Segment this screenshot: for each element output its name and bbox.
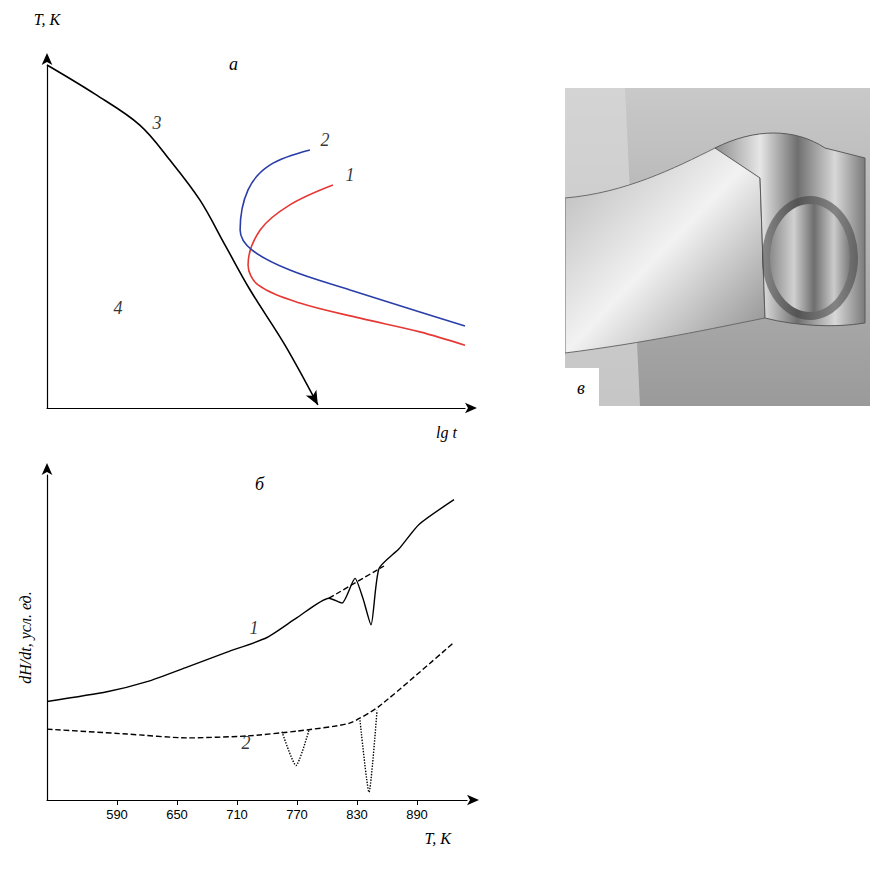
svg-text:650: 650 xyxy=(166,807,188,822)
svg-text:lg t: lg t xyxy=(436,424,457,442)
svg-text:1: 1 xyxy=(346,165,355,185)
svg-text:б: б xyxy=(255,474,265,494)
svg-text:2: 2 xyxy=(320,130,329,150)
svg-text:3: 3 xyxy=(151,113,161,133)
svg-text:4: 4 xyxy=(114,298,123,318)
svg-text:590: 590 xyxy=(106,807,128,822)
svg-text:1: 1 xyxy=(250,618,259,638)
svg-text:в: в xyxy=(577,378,585,398)
svg-text:770: 770 xyxy=(286,807,308,822)
svg-text:T, K: T, K xyxy=(425,830,453,847)
svg-text:а: а xyxy=(229,54,238,74)
svg-text:890: 890 xyxy=(406,807,428,822)
svg-text:T, K: T, K xyxy=(34,11,62,28)
svg-text:710: 710 xyxy=(226,807,248,822)
svg-text:830: 830 xyxy=(346,807,368,822)
svg-text:dH/dt, усл. ед.: dH/dt, усл. ед. xyxy=(17,591,35,683)
svg-text:2: 2 xyxy=(241,732,251,753)
